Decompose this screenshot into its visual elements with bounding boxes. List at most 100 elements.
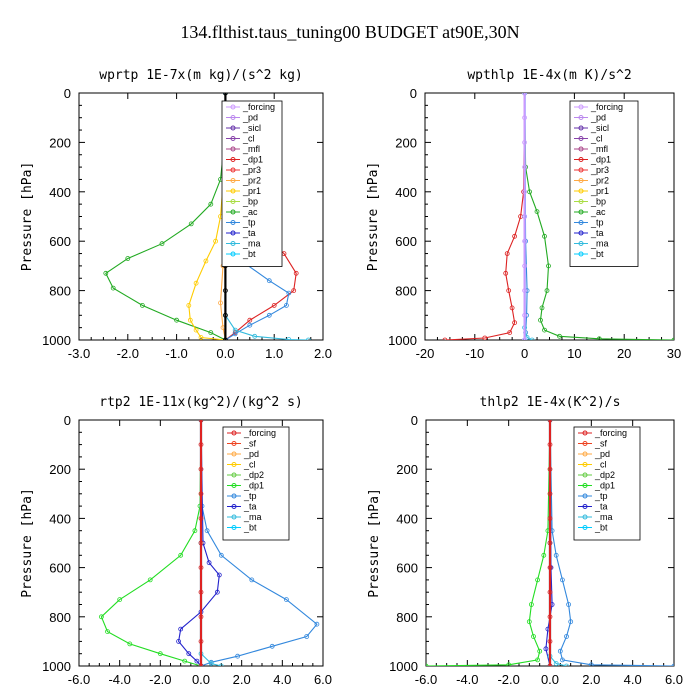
legend-label: _pr3 (590, 165, 609, 175)
data-point (249, 577, 255, 583)
data-point (553, 661, 559, 666)
y-axis-label: Pressure [hPa] (20, 488, 35, 598)
x-tick-label: -4.0 (456, 672, 478, 687)
data-point (482, 335, 488, 340)
series-line-ma (549, 420, 567, 666)
data-point (531, 634, 536, 639)
data-point (529, 337, 535, 340)
legend-marker (582, 451, 588, 457)
y-tick-label: 800 (49, 284, 71, 299)
legend-label: _ac (242, 207, 258, 217)
data-point (547, 540, 553, 546)
legend-marker (578, 220, 584, 225)
data-point (547, 491, 553, 497)
series-line-dp1 (426, 420, 551, 666)
series-line-dp1 (444, 93, 526, 340)
data-point (547, 516, 553, 521)
data-point (198, 516, 204, 521)
y-tick-label: 1000 (388, 333, 417, 348)
legend-label: _bt (243, 523, 257, 533)
data-point (198, 663, 204, 666)
data-point (283, 302, 289, 308)
y-tick-label: 800 (395, 284, 417, 299)
data-point (547, 614, 553, 620)
data-point (522, 288, 527, 294)
legend-label: _bp (590, 197, 606, 207)
data-point (553, 552, 559, 558)
data-point (526, 619, 532, 625)
data-point (503, 270, 509, 276)
series-line-dp1 (100, 420, 202, 666)
data-point (187, 317, 193, 323)
legend-label: _tp (243, 491, 257, 501)
legend-label: _pr1 (590, 186, 609, 196)
legend-marker (230, 178, 236, 183)
data-point (159, 241, 165, 247)
legend-marker (578, 178, 584, 183)
legend-label: _pr3 (242, 165, 261, 175)
data-point (193, 280, 199, 286)
legend-marker (578, 157, 584, 162)
data-point (198, 589, 204, 595)
series-group (442, 93, 674, 340)
legend-marker (578, 125, 584, 131)
legend-marker (231, 525, 237, 530)
legend-label: _bt (594, 523, 608, 533)
data-point (198, 614, 204, 620)
legend-marker (230, 136, 236, 141)
data-point (304, 634, 310, 639)
legend-marker (582, 472, 588, 478)
x-tick-label: 10 (567, 346, 581, 361)
data-point (541, 552, 547, 558)
data-point (208, 661, 214, 666)
data-point (213, 238, 219, 244)
data-point (252, 333, 258, 339)
data-point (198, 540, 204, 546)
data-point (198, 466, 204, 472)
legend-label: _forcing (594, 428, 627, 438)
data-point (223, 337, 228, 340)
data-point (306, 337, 311, 340)
x-tick-label: 4.0 (273, 672, 291, 687)
legend-marker (230, 188, 236, 194)
data-point (127, 641, 133, 647)
legend-label: _cl (594, 460, 607, 470)
data-point (269, 643, 275, 649)
legend-marker (230, 146, 236, 152)
data-point (588, 662, 594, 666)
legend-marker (578, 167, 584, 173)
legend-marker (578, 241, 584, 246)
y-tick-label: 200 (396, 462, 418, 477)
legend-marker (231, 514, 237, 520)
data-point (568, 619, 574, 625)
legend-marker (582, 430, 588, 436)
y-tick-label: 0 (410, 86, 417, 101)
legend-marker (578, 199, 584, 204)
data-point (232, 327, 238, 333)
data-point (547, 663, 553, 666)
data-point (522, 263, 527, 269)
legend-label: _pr2 (590, 176, 609, 186)
data-point (564, 634, 569, 639)
data-point (198, 335, 204, 340)
y-tick-label: 400 (396, 511, 418, 526)
legend-marker (231, 451, 237, 457)
legend-marker (230, 125, 236, 131)
legend-marker (231, 472, 237, 478)
legend-label: _forcing (242, 102, 275, 112)
data-point (522, 337, 527, 340)
legend-marker (230, 241, 236, 246)
legend-marker (230, 209, 236, 215)
y-tick-label: 800 (49, 610, 71, 625)
x-tick-label: -3.0 (68, 346, 90, 361)
x-tick-label: 6.0 (665, 672, 683, 687)
legend-label: _pd (590, 113, 606, 123)
data-point (157, 651, 163, 657)
legend-marker (230, 167, 236, 173)
data-point (99, 614, 104, 620)
series-group (426, 420, 674, 666)
legend-marker (582, 441, 588, 446)
legend-marker (582, 483, 588, 488)
data-point (198, 420, 204, 423)
